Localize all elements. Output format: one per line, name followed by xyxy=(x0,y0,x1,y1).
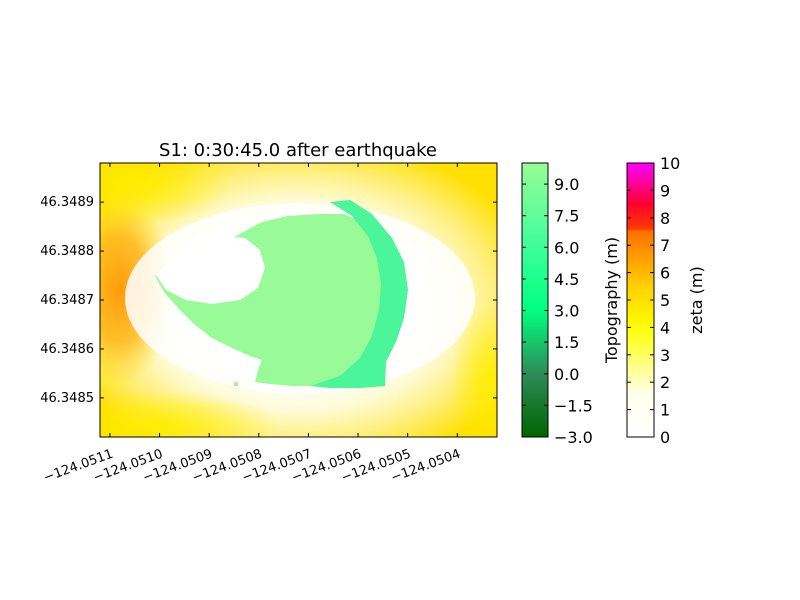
colorbar-tick-label: 7.5 xyxy=(554,207,579,226)
zeta-colorbar-ticks: 0 1 2 3 4 5 6 7 8 9 10 xyxy=(627,154,680,447)
small-island-dot xyxy=(234,382,238,386)
y-tick-label: 46.3489 xyxy=(40,195,94,210)
y-tick-label: 46.3486 xyxy=(40,342,94,357)
y-tick-label: 46.3487 xyxy=(40,293,94,308)
colorbar-tick-label: 4.5 xyxy=(554,270,579,289)
lagoon-dry xyxy=(156,236,265,304)
y-tick-label: 46.3485 xyxy=(40,391,94,406)
colorbar-tick-label: 2 xyxy=(660,373,670,392)
chart-title: S1: 0:30:45.0 after earthquake xyxy=(159,140,437,161)
colorbar-tick-label: 6.0 xyxy=(554,238,579,257)
colorbar-tick-label: 1.5 xyxy=(554,333,579,352)
colorbar-tick-label: 3 xyxy=(660,346,670,365)
colorbar-tick-label: 7 xyxy=(660,236,670,255)
corner-yellow-bottom-left xyxy=(100,390,280,437)
colorbar-tick-label: −1.5 xyxy=(554,396,593,415)
topography-colorbar-label: Topography (m) xyxy=(602,237,621,364)
colorbar-tick-label: 0.0 xyxy=(554,365,579,384)
colorbar-tick-label: 9 xyxy=(660,181,670,200)
colorbar-tick-label: 10 xyxy=(660,154,680,173)
colorbar-tick-label: 0 xyxy=(660,428,670,447)
corner-yellow-right xyxy=(450,300,497,437)
topography-colorbar-ticks: −3.0 −1.5 0.0 1.5 3.0 4.5 6.0 7.5 9.0 xyxy=(522,175,593,447)
colorbar-tick-label: 5 xyxy=(660,291,670,310)
island-crescent xyxy=(310,200,408,388)
colorbar-tick-label: 4 xyxy=(660,318,670,337)
colorbar-tick-label: 9.0 xyxy=(554,175,579,194)
zeta-colorbar-label: zeta (m) xyxy=(687,266,706,333)
colorbar-tick-label: −3.0 xyxy=(554,428,593,447)
colorbar-tick-label: 8 xyxy=(660,209,670,228)
y-tick-label: 46.3488 xyxy=(40,244,94,259)
colorbar-tick-label: 3.0 xyxy=(554,302,579,321)
colorbar-tick-label: 6 xyxy=(660,264,670,283)
plot-area xyxy=(100,163,497,437)
topography-colorbar xyxy=(521,162,549,438)
colorbar-tick-label: 1 xyxy=(660,401,670,420)
zeta-colorbar xyxy=(626,162,655,438)
corner-yellow-top-left xyxy=(100,163,230,225)
